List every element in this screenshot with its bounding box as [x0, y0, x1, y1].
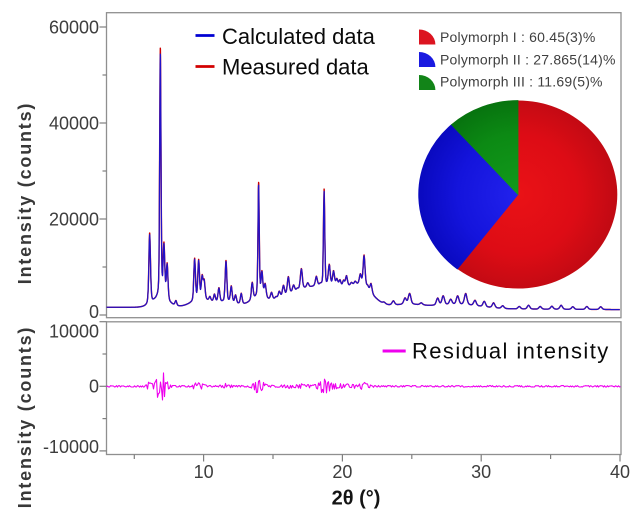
svg-text:40: 40: [610, 462, 630, 482]
svg-text:0: 0: [89, 302, 99, 322]
svg-text:-10000: -10000: [43, 437, 99, 457]
svg-text:Polymorph I : 60.45(3)%: Polymorph I : 60.45(3)%: [440, 29, 596, 45]
svg-text:20000: 20000: [49, 209, 99, 229]
svg-text:30: 30: [471, 462, 491, 482]
svg-text:40000: 40000: [49, 113, 99, 133]
svg-text:20: 20: [332, 462, 352, 482]
svg-text:0: 0: [89, 377, 99, 397]
svg-text:Polymorph II : 27.865(14)%: Polymorph II : 27.865(14)%: [440, 51, 616, 67]
svg-text:Intensity (counts): Intensity (counts): [15, 326, 35, 508]
svg-text:60000: 60000: [49, 17, 99, 37]
svg-text:2θ (°): 2θ (°): [332, 488, 381, 510]
svg-text:10000: 10000: [49, 321, 99, 341]
svg-text:Measured data: Measured data: [222, 55, 370, 80]
svg-text:Intensity (counts): Intensity (counts): [15, 102, 35, 284]
svg-text:Polymorph III : 11.69(5)%: Polymorph III : 11.69(5)%: [440, 74, 603, 90]
svg-text:Residual intensity: Residual intensity: [412, 339, 610, 364]
svg-text:10: 10: [194, 462, 214, 482]
svg-text:Calculated data: Calculated data: [222, 24, 376, 49]
